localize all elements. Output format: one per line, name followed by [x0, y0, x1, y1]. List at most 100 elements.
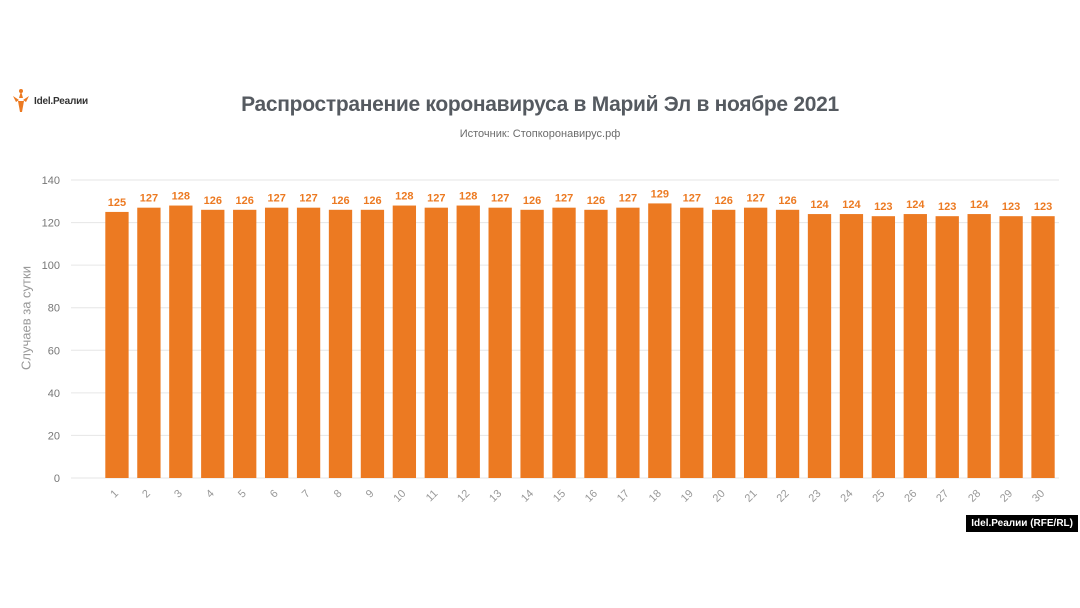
data-label: 127 — [427, 193, 445, 205]
data-label: 124 — [810, 199, 829, 211]
x-tick-label: 16 — [583, 488, 600, 505]
data-label: 127 — [555, 193, 573, 205]
data-label: 124 — [842, 199, 861, 211]
bar — [871, 216, 896, 478]
bar — [807, 214, 832, 479]
x-tick-label: 30 — [1030, 488, 1047, 505]
bar — [105, 211, 129, 478]
data-label: 126 — [778, 195, 796, 207]
data-label: 128 — [172, 191, 190, 203]
bar — [680, 207, 704, 478]
bar — [743, 207, 768, 478]
data-label: 125 — [108, 197, 126, 209]
data-label: 127 — [619, 193, 637, 205]
bar — [296, 207, 321, 478]
y-tick-label: 120 — [42, 218, 60, 230]
bar — [264, 207, 289, 478]
x-tick-label: 29 — [998, 488, 1015, 505]
x-tick-label: 21 — [743, 488, 760, 505]
bar — [137, 207, 161, 478]
y-tick-label: 60 — [48, 345, 60, 357]
x-tick-label: 7 — [300, 488, 313, 501]
bar — [935, 216, 959, 478]
bar — [552, 207, 576, 478]
x-tick-label: 15 — [551, 488, 568, 505]
y-tick-label: 0 — [54, 473, 60, 485]
bar — [839, 214, 864, 479]
data-label: 127 — [491, 193, 509, 205]
y-tick-label: 100 — [42, 260, 60, 272]
x-tick-label: 13 — [487, 488, 504, 505]
bar — [712, 209, 736, 479]
bar — [775, 209, 800, 479]
x-tick-label: 10 — [391, 488, 408, 505]
bar — [360, 209, 385, 479]
y-tick-label: 40 — [48, 388, 60, 400]
x-tick-label: 25 — [870, 488, 887, 505]
bar — [233, 209, 257, 479]
data-label: 127 — [746, 193, 764, 205]
x-tick-label: 26 — [902, 488, 919, 505]
y-tick-label: 140 — [42, 175, 60, 187]
data-label: 123 — [1002, 201, 1020, 213]
bar — [903, 214, 927, 479]
credit-badge: Idel.Реалии (RFE/RL) — [966, 515, 1078, 532]
x-tick-label: 6 — [268, 488, 281, 501]
bar — [967, 214, 991, 479]
x-tick-label: 18 — [647, 488, 664, 505]
x-tick-label: 4 — [204, 488, 217, 501]
data-label: 126 — [363, 195, 381, 207]
bar — [392, 205, 417, 479]
data-label: 126 — [331, 195, 349, 207]
x-tick-label: 9 — [364, 488, 377, 501]
bar — [1031, 216, 1055, 478]
brand-logo: Idel.Реалии — [10, 88, 88, 114]
y-tick-label: 80 — [48, 303, 60, 315]
x-tick-label: 1 — [108, 488, 121, 501]
data-label: 127 — [140, 193, 158, 205]
x-tick-label: 17 — [615, 488, 632, 505]
x-tick-label: 23 — [806, 488, 823, 505]
data-label: 126 — [715, 195, 733, 207]
data-label: 126 — [204, 195, 222, 207]
data-label: 127 — [683, 193, 701, 205]
x-tick-label: 5 — [236, 488, 249, 501]
bar — [584, 209, 608, 479]
bar — [616, 207, 640, 478]
x-tick-label: 11 — [424, 488, 441, 505]
chart-subtitle: Источник: Стопкоронавирус.рф — [459, 128, 621, 140]
data-label: 128 — [395, 191, 413, 203]
data-label: 127 — [267, 193, 285, 205]
x-tick-label: 28 — [966, 488, 983, 505]
bar — [648, 203, 672, 478]
x-tick-label: 22 — [775, 488, 792, 505]
data-label: 128 — [459, 191, 477, 203]
chart-title: Распространение коронавируса в Марий Эл … — [241, 93, 839, 116]
x-tick-label: 24 — [838, 488, 855, 505]
bar — [201, 209, 225, 479]
data-label: 123 — [1034, 201, 1052, 213]
x-tick-label: 20 — [711, 488, 728, 505]
logo-text: Idel.Реалии — [34, 95, 88, 107]
bar — [488, 207, 512, 478]
x-tick-label: 2 — [140, 488, 153, 501]
bar — [424, 207, 448, 478]
logo-icon — [13, 89, 29, 112]
y-tick-label: 20 — [48, 430, 60, 442]
data-label: 126 — [236, 195, 254, 207]
data-label: 124 — [906, 199, 925, 211]
data-label: 123 — [938, 201, 956, 213]
data-label: 123 — [874, 201, 892, 213]
x-tick-label: 19 — [679, 488, 696, 505]
bar — [999, 216, 1023, 478]
x-tick-label: 27 — [934, 488, 951, 505]
bar — [456, 205, 480, 479]
data-label: 127 — [299, 193, 317, 205]
x-tick-label: 3 — [172, 488, 185, 501]
data-label: 126 — [587, 195, 605, 207]
x-tick-label: 12 — [455, 488, 472, 505]
x-tick-label: 14 — [519, 488, 536, 505]
data-label: 129 — [651, 188, 669, 200]
data-label: 126 — [523, 195, 541, 207]
